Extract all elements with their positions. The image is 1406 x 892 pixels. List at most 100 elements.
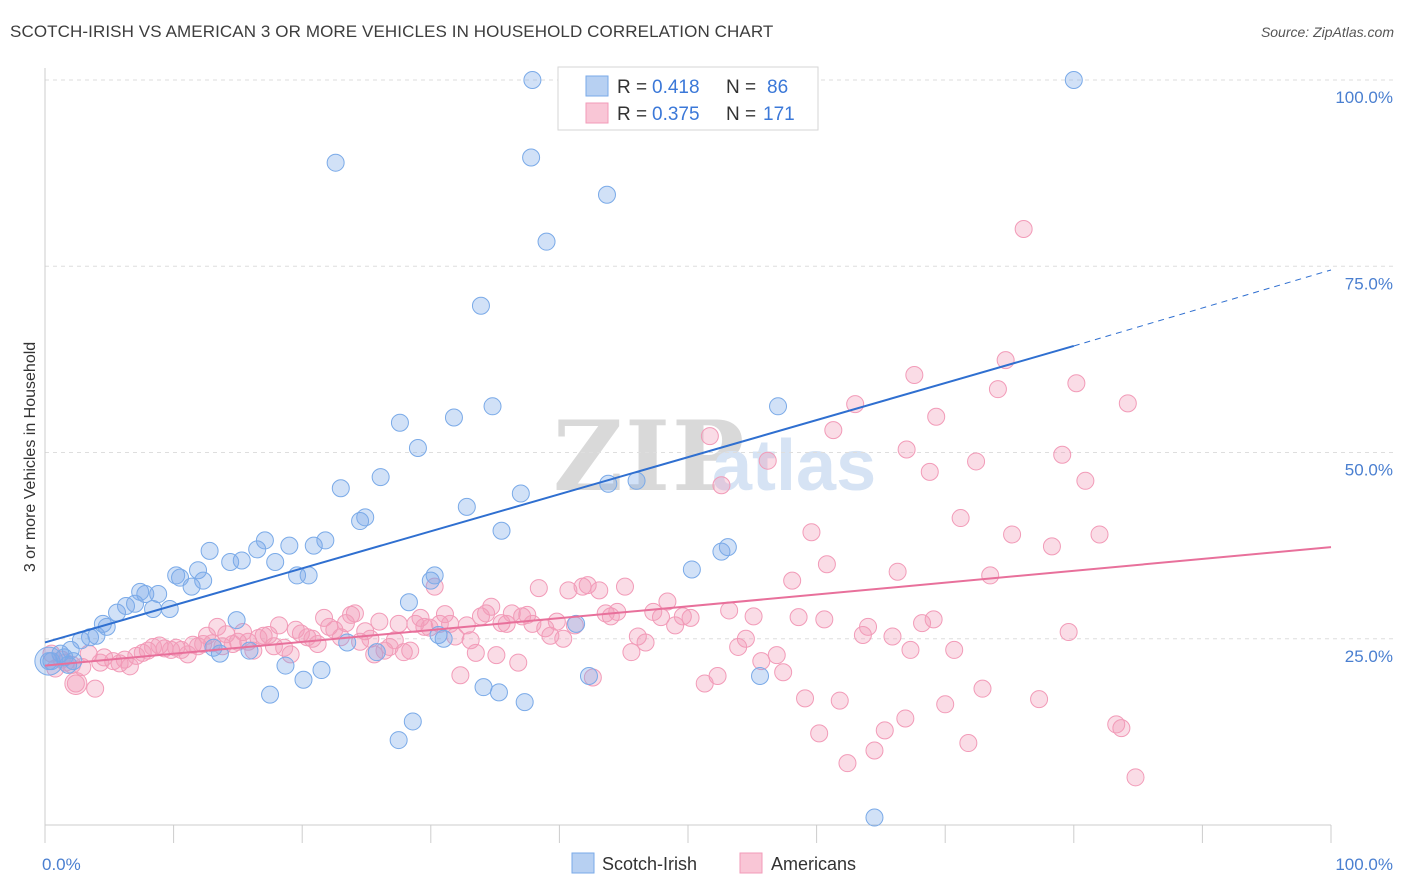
x-tick-label: 0.0% <box>42 855 81 874</box>
americans-point <box>927 407 946 426</box>
watermark-zip: ZIP <box>553 400 746 513</box>
scotch-irish-point <box>232 551 251 570</box>
americans-point <box>1014 220 1033 238</box>
americans-point <box>981 566 1000 585</box>
americans-point <box>194 634 213 653</box>
americans-point <box>888 562 907 581</box>
americans-point <box>394 643 413 662</box>
legend-n-value-1: 86 <box>767 77 788 98</box>
americans-point <box>420 618 439 637</box>
americans-point <box>466 643 485 662</box>
scotch-irish-point <box>492 521 511 540</box>
scotch-irish-point <box>261 685 280 704</box>
americans-point <box>838 754 857 773</box>
americans-point <box>590 581 609 600</box>
legend-r-label-1: R = <box>617 77 647 98</box>
americans-point <box>482 597 501 616</box>
americans-point <box>905 366 924 385</box>
scotch-irish-point <box>511 484 530 503</box>
scotch-irish-point <box>515 693 534 712</box>
americans-point <box>578 576 597 595</box>
americans-point <box>673 607 692 626</box>
scotch-irish-point <box>403 712 422 731</box>
americans-point <box>1126 768 1145 787</box>
americans-point <box>783 571 802 590</box>
americans-point <box>1118 394 1137 413</box>
scotch-irish-point <box>537 232 556 251</box>
scotch-irish-point <box>326 153 345 172</box>
scotch-irish-point <box>399 593 418 612</box>
americans-point <box>370 612 389 631</box>
americans-point <box>365 645 384 664</box>
americans-point <box>518 605 537 624</box>
americans-point <box>1076 471 1095 490</box>
americans-point <box>951 509 970 528</box>
bottom-legend-swatch-americans <box>739 852 763 874</box>
americans-trend-line <box>44 546 1332 667</box>
americans-point <box>529 579 548 598</box>
americans-point <box>973 679 992 698</box>
americans-point <box>774 663 793 682</box>
americans-point <box>234 623 253 642</box>
americans-point <box>767 646 786 665</box>
americans-point <box>824 421 843 440</box>
americans-point <box>559 581 578 600</box>
scotch-irish-point <box>367 643 386 662</box>
scotch-irish-trend-line <box>44 345 1075 644</box>
legend-swatch-americans <box>585 102 609 124</box>
scotch-irish-point <box>312 661 331 680</box>
scotch-irish-point <box>210 644 229 663</box>
scotch-irish-point <box>523 71 542 89</box>
scotch-irish-point <box>136 585 155 604</box>
scotch-irish-point <box>682 560 701 579</box>
scotch-irish-point <box>276 656 295 675</box>
americans-point <box>920 462 939 481</box>
americans-point <box>712 476 731 495</box>
americans-point <box>789 608 808 627</box>
americans-point <box>758 451 777 470</box>
scotch-irish-point <box>522 148 541 167</box>
americans-point <box>487 646 506 665</box>
americans-point <box>802 523 821 542</box>
americans-point <box>736 629 755 648</box>
americans-point <box>345 604 364 623</box>
chart-title: SCOTCH-IRISH VS AMERICAN 3 OR MORE VEHIC… <box>10 22 774 41</box>
scotch-irish-point <box>221 553 240 572</box>
scotch-irish-point <box>471 296 490 315</box>
scotch-irish-point <box>865 808 884 827</box>
legend-top: R = 0.418 N = 86 R = 0.375 N = 171 <box>557 66 819 131</box>
americans-point <box>411 608 430 627</box>
americans-point <box>901 640 920 659</box>
americans-point <box>817 555 836 574</box>
americans-point <box>897 440 916 459</box>
americans-point <box>815 610 834 629</box>
legend-r-value-2: 0.375 <box>652 104 700 125</box>
scotch-irish-trend-extension <box>1073 269 1332 347</box>
americans-point <box>64 671 88 695</box>
y-tick-labels: 25.0% 50.0% 75.0% 100.0% <box>1335 88 1393 666</box>
americans-point <box>959 734 978 753</box>
americans-point <box>875 721 894 740</box>
scotch-irish-point <box>769 397 788 416</box>
scotch-irish-point <box>371 468 390 487</box>
scotch-irish-points <box>34 71 1083 827</box>
americans-point <box>509 653 528 672</box>
americans-point <box>451 666 470 685</box>
bottom-legend-label-americans: Americans <box>771 854 856 874</box>
scotch-irish-point <box>457 497 476 516</box>
americans-point <box>967 452 986 471</box>
americans-point <box>658 592 677 611</box>
americans-point <box>708 667 727 685</box>
legend-n-label-1: N = <box>726 77 756 98</box>
legend-swatch-scotch-irish <box>585 75 609 97</box>
americans-point <box>1042 537 1061 556</box>
scotch-irish-point <box>227 611 246 630</box>
americans-point <box>389 614 408 633</box>
americans-point <box>554 629 573 648</box>
scotch-irish-point <box>189 561 208 580</box>
americans-point <box>1112 719 1131 738</box>
americans-point <box>883 627 902 646</box>
scotch-irish-point <box>408 439 427 458</box>
axes <box>44 68 1332 843</box>
